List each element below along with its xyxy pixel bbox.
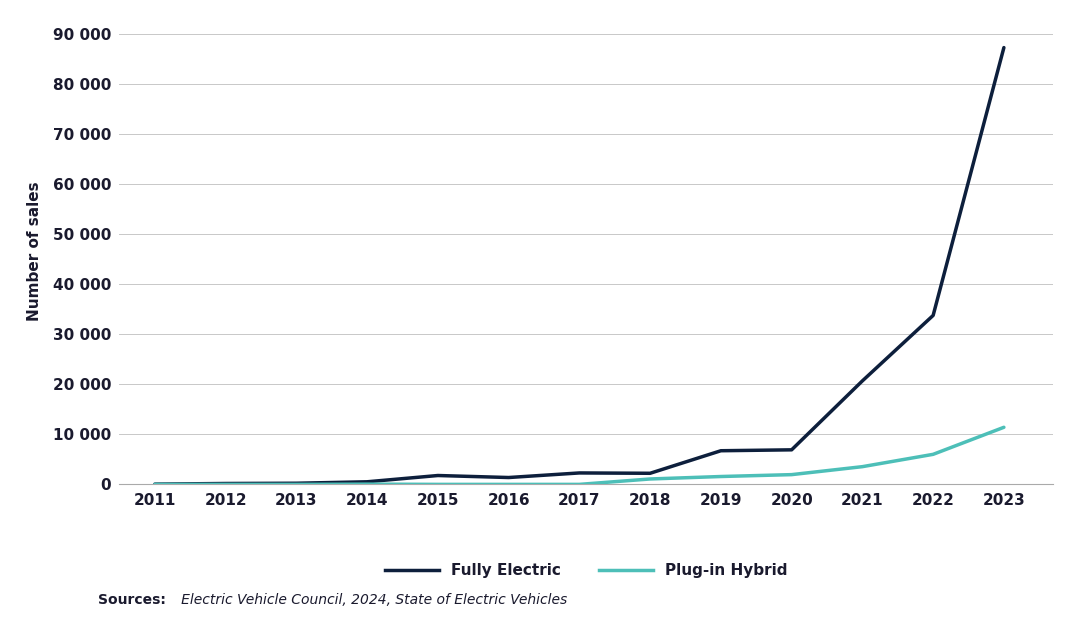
Y-axis label: Number of sales: Number of sales: [26, 182, 41, 321]
Text: Electric Vehicle Council, 2024, State of Electric Vehicles: Electric Vehicle Council, 2024, State of…: [168, 593, 568, 607]
Legend: Fully Electric, Plug-in Hybrid: Fully Electric, Plug-in Hybrid: [379, 557, 794, 584]
Text: Sources:: Sources:: [98, 593, 166, 607]
